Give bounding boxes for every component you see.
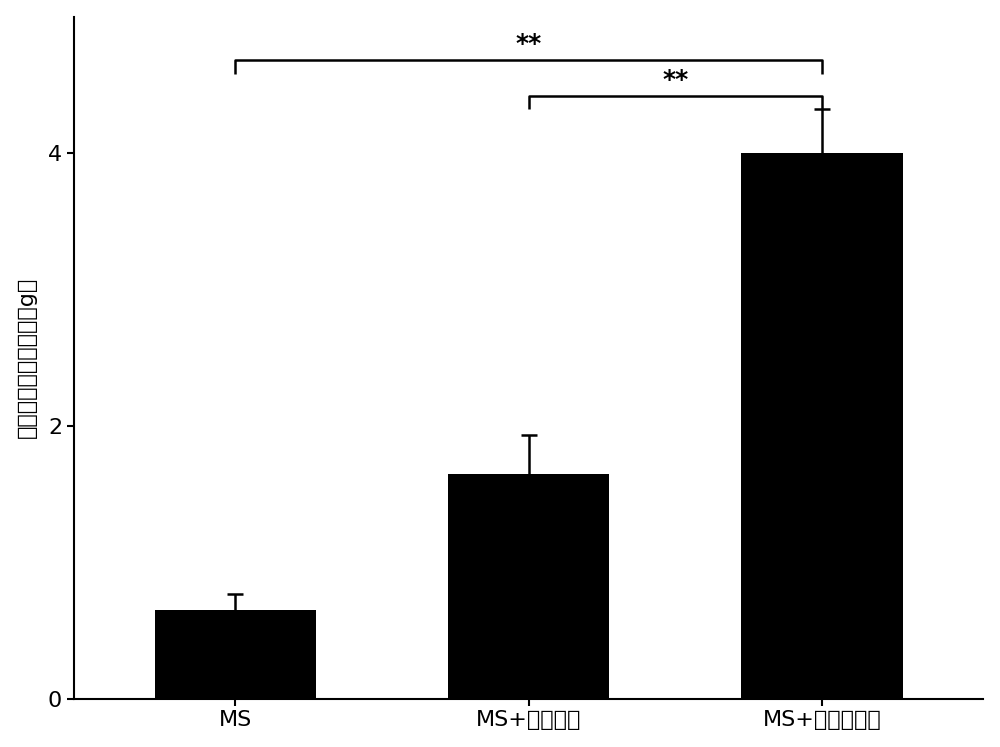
Text: **: ** — [662, 68, 688, 92]
Bar — [155, 610, 316, 698]
Bar — [448, 474, 609, 698]
Y-axis label: 悬浮细胞生物增加量（g）: 悬浮细胞生物增加量（g） — [17, 277, 37, 438]
Bar — [741, 153, 903, 698]
Text: **: ** — [515, 32, 542, 56]
